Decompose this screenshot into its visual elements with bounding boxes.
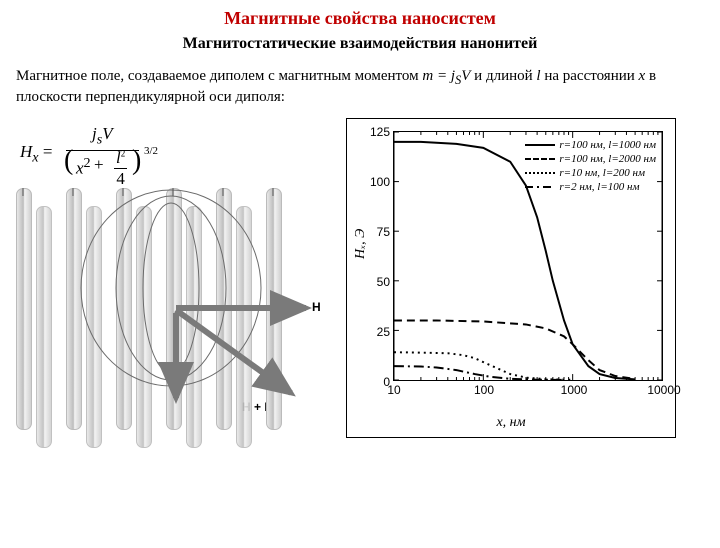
legend-line-icon: [525, 186, 555, 188]
x-tick: 100: [474, 380, 494, 397]
y-tick: 25: [377, 325, 394, 339]
x-tick: 10000: [647, 380, 680, 397]
chart-plot-area: r=100 нм, l=1000 нм r=100 нм, l=2000 нм r=…: [393, 131, 663, 381]
legend-row: r=100 нм, l=1000 нм: [525, 138, 656, 152]
y-tick: 125: [370, 125, 394, 139]
series-s2: [394, 320, 635, 379]
para-mid: и длиной: [470, 68, 536, 84]
formula-den-x: x: [76, 159, 84, 178]
x-axis-label: x, нм: [496, 415, 525, 431]
y-tick: 50: [377, 275, 394, 289]
formula-eq: =: [39, 142, 53, 161]
legend-row: r=10 нм, l=200 нм: [525, 166, 656, 180]
legend-label: r=100 нм, l=1000 нм: [559, 139, 656, 151]
chart-container: r=100 нм, l=1000 нм r=100 нм, l=2000 нм r=…: [346, 118, 676, 438]
legend-label: r=2 нм, l=100 нм: [559, 181, 639, 193]
legend-label: r=100 нм, l=2000 нм: [559, 153, 656, 165]
formula-exp: 3/2: [144, 145, 158, 157]
formula: Hx = jsV ( x2 + l2 4 ) 3/2: [20, 124, 346, 184]
y-axis-label: Hₓ, Э: [353, 228, 369, 258]
y-tick: 75: [377, 225, 394, 239]
para-eq: m = j: [422, 68, 455, 84]
formula-den-ls: 2: [121, 148, 126, 158]
para-pre: Магнитное поле, создаваемое диполем с ма…: [16, 68, 422, 84]
formula-den-plus: +: [94, 155, 104, 175]
intro-paragraph: Магнитное поле, создаваемое диполем с ма…: [16, 67, 704, 108]
formula-Hx: H: [20, 142, 32, 161]
nanowire-diagram: H Hd H + Hd: [16, 188, 336, 458]
page-subtitle: Магнитостатические взаимодействия нанони…: [0, 35, 720, 53]
field-lines: [16, 188, 336, 458]
x-tick: 1000: [561, 380, 588, 397]
x-tick: 10: [387, 380, 400, 397]
legend-label: r=10 нм, l=200 нм: [559, 167, 645, 179]
legend-row: r=100 нм, l=2000 нм: [525, 152, 656, 166]
y-tick: 100: [370, 175, 394, 189]
legend-line-icon: [525, 158, 555, 160]
page-title: Магнитные свойства наносистем: [0, 8, 720, 29]
legend-line-icon: [525, 172, 555, 174]
formula-den-4: 4: [114, 169, 127, 189]
formula-den-sq: 2: [84, 155, 91, 171]
formula-num-V: V: [102, 124, 112, 143]
legend-row: r=2 нм, l=100 нм: [525, 180, 656, 194]
para-post: на расстоянии: [541, 68, 639, 84]
legend-line-icon: [525, 144, 555, 146]
chart-legend: r=100 нм, l=1000 нм r=100 нм, l=2000 нм r=…: [525, 138, 656, 194]
